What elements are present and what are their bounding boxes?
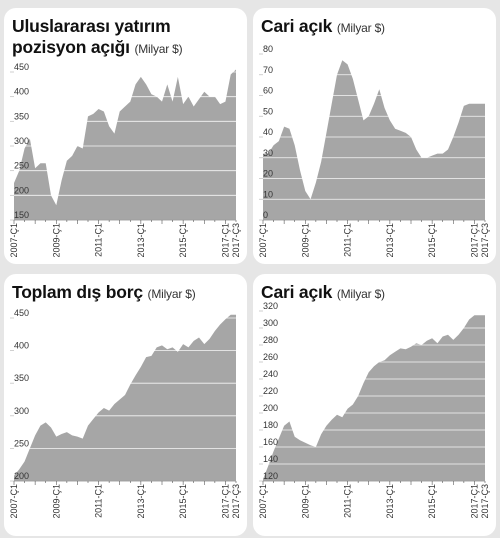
chart-title: Toplam dış borç (Milyar $) <box>12 282 196 305</box>
ytick-label: 350 <box>14 111 29 121</box>
ytick-label: 400 <box>14 87 29 97</box>
chart-panel-current-account-2: Cari açık (Milyar $) 120 140 160 180 200 220 2… <box>253 274 496 536</box>
ytick-label: 160 <box>263 437 278 447</box>
xtick-label: 2015-Ç1 <box>427 484 437 519</box>
xtick-label: 2017-Ç3 <box>480 223 490 258</box>
xtick-label: 2007-Ç1 <box>9 223 19 258</box>
xtick-label: 2011-Ç1 <box>94 484 104 518</box>
xtick-label: 2013-Ç1 <box>136 484 146 519</box>
ytick-label: 50 <box>263 106 273 116</box>
xtick-label: 2007-Ç1 <box>9 484 19 519</box>
ytick-label: 300 <box>263 318 278 328</box>
chart-panel-external-debt: Toplam dış borç (Milyar $) 200 250 300 350 4… <box>4 274 247 536</box>
chart-plot: 0 10 20 30 40 50 60 70 80 2007-Ç1 2009-Ç1 2011-Ç1 20… <box>258 44 490 258</box>
chart-title-line1: Uluslararası yatırım <box>12 16 171 36</box>
ytick-label: 180 <box>263 420 278 430</box>
chart-plot: 150 200 250 300 350 400 450 2007-Ç1 2009-Ç1 2011-… <box>9 62 241 258</box>
chart-title-text: Cari açık <box>261 282 333 302</box>
ytick-label: 200 <box>263 403 278 413</box>
chart-panel-investment-position: Uluslararası yatırım pozisyon açığı (Mil… <box>4 8 247 264</box>
xtick-label: 2013-Ç1 <box>385 223 395 258</box>
ytick-label: 60 <box>263 86 273 96</box>
xtick-label: 2017-Ç3 <box>231 223 241 258</box>
xtick-label: 2011-Ç1 <box>343 223 353 257</box>
ytick-label: 320 <box>263 301 278 311</box>
series-area <box>263 60 485 220</box>
xtick-label: 2015-Ç1 <box>427 223 437 258</box>
ytick-label: 30 <box>263 148 273 158</box>
xtick-label: 2007-Ç1 <box>258 223 268 258</box>
chart-title: Cari açık (Milyar $) <box>261 282 385 305</box>
ytick-label: 0 <box>263 210 268 220</box>
series-area <box>14 314 236 481</box>
xtick-label: 2015-Ç1 <box>178 484 188 519</box>
chart-plot: 120 140 160 180 200 220 240 260 280 300 320 2007-Ç1… <box>258 301 490 519</box>
xtick-label: 2009-Ç1 <box>51 484 61 519</box>
xtick-label: 2017-Ç3 <box>231 484 241 519</box>
ytick-label: 200 <box>14 471 29 481</box>
ytick-label: 250 <box>14 161 29 171</box>
ytick-label: 140 <box>263 454 278 464</box>
chart-title-line2: pozisyon açığı <box>12 37 130 57</box>
series-area <box>14 69 236 220</box>
chart-panel-current-account: Cari açık (Milyar $) 0 10 20 30 40 50 60 70 80 20… <box>253 8 496 264</box>
xtick-label: 2007-Ç1 <box>258 484 268 519</box>
chart-plot: 200 250 300 350 400 450 2007-Ç1 2009-Ç1 2011-Ç1 2… <box>9 308 241 519</box>
chart-title: Uluslararası yatırım pozisyon açığı (Mil… <box>12 16 183 60</box>
ytick-label: 150 <box>14 210 29 220</box>
xtick-label: 2009-Ç1 <box>300 223 310 258</box>
ytick-label: 250 <box>14 438 29 448</box>
ytick-label: 20 <box>263 169 273 179</box>
chart-unit: (Milyar $) <box>134 42 183 56</box>
ytick-label: 120 <box>263 471 278 481</box>
ytick-label: 200 <box>14 185 29 195</box>
ytick-label: 80 <box>263 44 273 54</box>
series-area <box>263 315 485 481</box>
ytick-label: 450 <box>14 62 29 72</box>
ytick-label: 450 <box>14 308 29 318</box>
ytick-label: 240 <box>263 369 278 379</box>
xtick-label: 2017-Ç1 <box>220 484 230 519</box>
xtick-label: 2015-Ç1 <box>178 223 188 258</box>
ytick-label: 350 <box>14 373 29 383</box>
xtick-label: 2009-Ç1 <box>51 223 61 258</box>
chart-title-text: Cari açık <box>261 16 333 36</box>
ytick-label: 70 <box>263 65 273 75</box>
chart-unit: (Milyar $) <box>336 287 385 301</box>
xtick-label: 2013-Ç1 <box>136 223 146 258</box>
chart-title: Cari açık (Milyar $) <box>261 16 385 39</box>
ytick-label: 10 <box>263 189 273 199</box>
chart-unit: (Milyar $) <box>147 287 196 301</box>
ytick-label: 220 <box>263 386 278 396</box>
xtick-label: 2013-Ç1 <box>385 484 395 519</box>
xtick-label: 2017-Ç1 <box>469 223 479 258</box>
xtick-label: 2017-Ç1 <box>469 484 479 519</box>
chart-unit: (Milyar $) <box>336 21 385 35</box>
ytick-label: 300 <box>14 406 29 416</box>
ytick-label: 40 <box>263 127 273 137</box>
ytick-label: 400 <box>14 341 29 351</box>
ytick-label: 300 <box>14 136 29 146</box>
xtick-label: 2017-Ç1 <box>220 223 230 258</box>
ytick-label: 260 <box>263 352 278 362</box>
chart-title-text: Toplam dış borç <box>12 282 143 302</box>
ytick-label: 280 <box>263 335 278 345</box>
xtick-label: 2009-Ç1 <box>300 484 310 519</box>
xtick-label: 2017-Ç3 <box>480 484 490 519</box>
xtick-label: 2011-Ç1 <box>343 484 353 518</box>
xtick-label: 2011-Ç1 <box>94 223 104 257</box>
